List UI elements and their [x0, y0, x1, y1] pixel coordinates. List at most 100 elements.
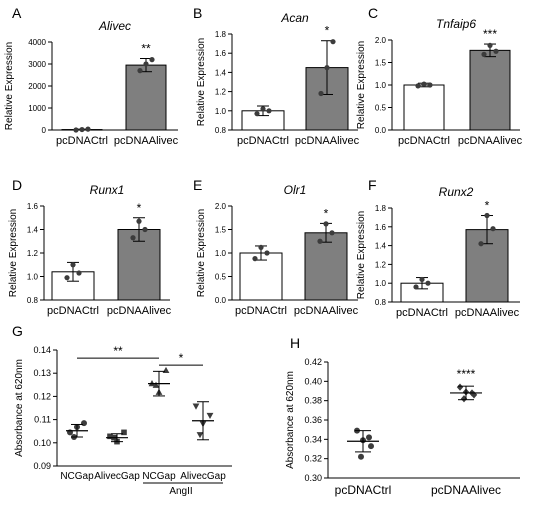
data-point [81, 420, 87, 427]
bar-ctrl [239, 252, 283, 301]
data-point [70, 262, 76, 268]
significance-mark: * [324, 206, 329, 220]
x-tick-label: pcDNAAlivec [294, 305, 359, 317]
data-point [196, 432, 204, 439]
y-tick-label: 1.2 [27, 249, 39, 258]
y-tick-label: 0.8 [27, 296, 39, 305]
y-axis-label: Relative Expression [356, 41, 367, 129]
chart-title: Tnfaip6 [436, 17, 476, 31]
group-label: AngII [169, 486, 192, 497]
data-point [318, 90, 324, 97]
data-point [254, 111, 260, 117]
y-tick-label: 0.34 [304, 434, 322, 444]
panel-letter: G [12, 323, 23, 339]
data-point [73, 127, 79, 133]
panel-letter: E [193, 177, 202, 193]
y-tick-label: 1.0 [215, 249, 227, 258]
data-point [368, 443, 374, 450]
data-point [149, 57, 155, 63]
y-tick-label: 1.5 [375, 59, 387, 68]
significance-mark: * [137, 201, 142, 215]
data-point [64, 275, 70, 281]
data-point [490, 226, 496, 232]
data-point [258, 244, 264, 250]
y-tick-label: 0.5 [375, 104, 387, 113]
data-point [427, 82, 433, 88]
data-point [470, 391, 478, 399]
x-tick-label: pcDNACtrl [398, 135, 450, 147]
x-tick-label: pcDNAAlivec [114, 135, 179, 147]
data-point [79, 126, 85, 133]
x-tick-label: pcDNACtrl [235, 305, 287, 317]
panel-e: E Olr1 0.0 0.5 1.0 1.5 2.0 Relative Expression p… [193, 177, 359, 317]
y-tick-label: 0.12 [33, 391, 51, 401]
y-axis-label: Relative Expression [356, 211, 367, 299]
y-tick-label: 1.2 [215, 88, 227, 97]
data-point [252, 256, 258, 262]
significance-mark: * [179, 351, 184, 365]
y-tick-label: 2000 [28, 82, 46, 91]
y-tick-label: 1.0 [375, 81, 387, 90]
data-point [421, 81, 427, 87]
y-tick-label: 1.8 [215, 30, 227, 39]
data-point [415, 83, 421, 89]
significance-mark: ** [141, 42, 151, 56]
panel-c: C Tnfaip6 0.0 0.5 1.0 1.5 2.0 Relative Expressi… [356, 5, 523, 147]
x-tick-label: pcDNAAlivec [455, 307, 520, 319]
data-point [136, 218, 142, 224]
y-tick-label: 1.0 [375, 279, 387, 288]
y-tick-label: 0.13 [33, 368, 51, 378]
y-tick-label: 2.0 [375, 36, 387, 45]
y-tick-label: 0.8 [215, 126, 227, 135]
bar-ctrl [403, 84, 445, 131]
y-tick-label: 0.5 [215, 273, 227, 282]
chart-title: Acan [280, 11, 309, 25]
significance-mark: *** [483, 27, 497, 41]
panel-letter: B [193, 5, 202, 21]
y-tick-label: 3000 [28, 60, 46, 69]
y-tick-label: 1.5 [215, 226, 227, 235]
chart-title: Olr1 [284, 183, 307, 197]
x-tick-label: NCGap [142, 471, 176, 482]
x-tick-label: pcDNAAlivec [431, 483, 501, 497]
data-point [264, 250, 270, 256]
x-tick-label: NCGap [60, 471, 94, 482]
bar-treat [304, 232, 348, 301]
data-point [152, 381, 160, 388]
y-tick-label: 4000 [28, 38, 46, 47]
data-point [366, 434, 372, 441]
y-tick-label: 0.38 [304, 396, 322, 406]
y-tick-label: 0.09 [33, 461, 51, 471]
data-point [162, 366, 170, 374]
panel-letter: C [368, 5, 378, 21]
data-point [130, 235, 136, 241]
y-axis-label: Absorbance at 620nm [14, 359, 25, 457]
y-axis-label: Relative Expression [196, 38, 207, 126]
bar-treat [469, 49, 511, 131]
x-tick-label: AlivecGap [94, 471, 140, 482]
data-point [266, 108, 272, 114]
y-tick-label: 1.6 [375, 223, 387, 232]
significance-mark: ** [113, 344, 123, 358]
y-tick-label: 1.8 [375, 204, 387, 213]
data-point [137, 68, 143, 74]
y-tick-label: 1.6 [215, 49, 227, 58]
data-point [324, 65, 330, 71]
significance-mark: * [325, 24, 330, 38]
y-tick-label: 2.0 [215, 202, 227, 211]
y-tick-label: 1.4 [375, 242, 387, 251]
x-tick-label: pcDNACtrl [237, 135, 289, 147]
panel-h: H 0.30 0.32 0.34 0.36 0.38 0.40 0.42 Absorbance … [285, 335, 520, 497]
y-tick-label: 1.6 [27, 202, 39, 211]
y-tick-label: 1.4 [27, 226, 39, 235]
data-point [317, 238, 323, 244]
panel-a: A Alivec 0 1000 2000 3000 4000 Relative Express… [4, 5, 179, 147]
panel-letter: F [368, 177, 377, 193]
data-point [456, 383, 464, 391]
panel-letter: D [12, 177, 22, 193]
data-point [358, 453, 364, 460]
panel-f: F Runx2 0.8 1.0 1.2 1.4 1.6 1.8 Relative Express… [356, 177, 520, 319]
data-point [481, 51, 487, 58]
x-tick-label: pcDNAAlivec [107, 305, 172, 317]
